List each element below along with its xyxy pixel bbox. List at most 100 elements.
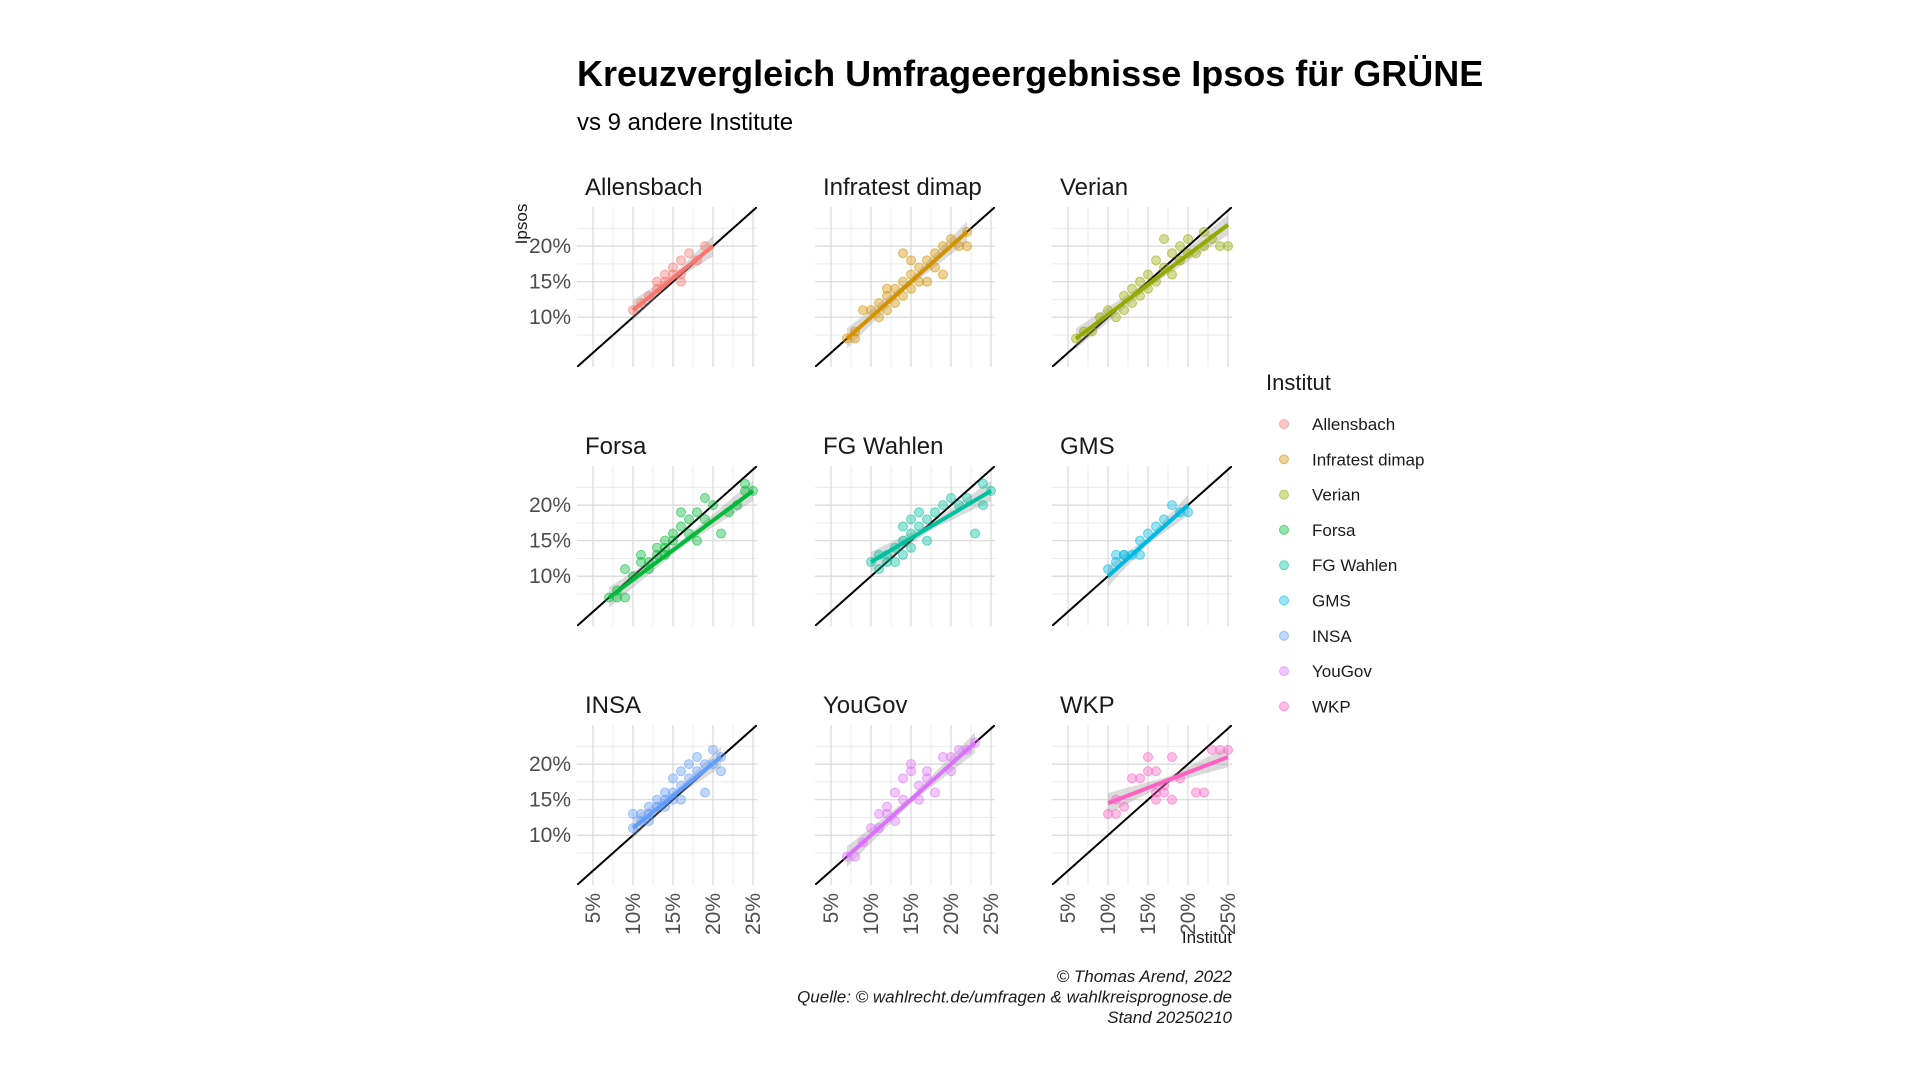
data-point [1119,801,1129,812]
panel-grid [815,725,995,885]
x-tick-label: 20% [702,893,725,935]
facet-fg-wahlen: FG Wahlen [815,433,996,626]
data-point [898,549,908,560]
data-point [1119,305,1129,316]
x-tick-label: 15% [662,893,685,935]
facet-insa: INSA 10% 15% 20% 5% 10% 15% 20% 25% [529,692,765,935]
data-point [620,592,630,603]
data-point [938,269,948,280]
data-point [922,766,932,777]
data-point [978,478,988,489]
facet-title: GMS [1060,433,1115,460]
data-point [668,262,678,273]
x-tick-label: 10% [1097,893,1120,935]
facet-title: WKP [1060,692,1115,719]
legend-key [1279,630,1289,641]
data-point [628,808,638,819]
legend-key [1279,701,1289,712]
regression-line [1074,223,1230,341]
facet-allensbach: Allensbach 10% 15% 20% [529,174,757,367]
data-point [922,535,932,546]
data-point [1167,500,1177,511]
data-point [660,787,670,798]
data-point [644,801,654,812]
data-point [716,528,726,539]
points [1071,226,1233,344]
panel-grid [1052,466,1232,626]
regression-line [869,489,993,564]
data-point [978,500,988,511]
y-tick-label: 10% [529,565,571,588]
data-point [652,794,662,805]
data-point [676,521,686,532]
data-point [1151,787,1161,798]
data-point [676,507,686,518]
data-point [700,787,710,798]
y-tick-label: 10% [529,824,571,847]
data-point [692,535,702,546]
data-point [874,808,884,819]
data-point [858,305,868,316]
data-point [898,248,908,259]
regression-line [631,244,715,312]
y-tick-label: 20% [529,753,571,776]
data-point [1143,752,1153,762]
data-point [1215,744,1225,755]
legend-label: Allensbach [1312,415,1395,434]
facet-title: Verian [1060,174,1128,201]
legend-item: Forsa [1279,521,1356,540]
x-tick-label: 5% [582,893,605,923]
panel-grid [815,466,995,626]
regression-line [631,755,723,830]
data-point [1199,787,1209,798]
data-point [890,787,900,798]
data-point [668,528,678,539]
data-point [1151,766,1161,777]
legend-key [1279,666,1289,677]
data-point [898,521,908,532]
reference-line [577,207,757,367]
panel-grid [577,725,757,885]
data-point [708,744,718,755]
data-point [1215,241,1225,252]
y-tick-label: 15% [529,530,571,553]
data-point [906,542,916,553]
legend-title: Institut [1266,370,1331,395]
data-point [668,535,678,546]
reference-line [577,466,757,626]
data-point [906,255,916,266]
data-point [716,766,726,777]
data-point [962,241,972,252]
facet-title: FG Wahlen [823,433,943,460]
data-point [1159,787,1169,798]
reference-line [577,725,757,885]
data-point [922,276,932,287]
data-point [652,542,662,553]
x-tick-label: 20% [1177,893,1200,935]
x-tick-label: 15% [1137,893,1160,935]
facet-title: INSA [585,692,641,719]
data-point [1167,269,1177,280]
legend-label: GMS [1312,592,1351,611]
x-tick-label: 25% [742,893,765,935]
data-point [636,549,646,560]
y-tick-label: 20% [529,494,571,517]
data-point [1135,276,1145,287]
x-tick-label: 10% [860,893,883,935]
data-point [1111,808,1121,819]
data-point [1111,312,1121,323]
points [842,226,972,344]
legend-item: GMS [1279,592,1351,611]
data-point [692,752,702,762]
regression-line [845,230,969,341]
data-point [1167,794,1177,805]
data-point [1143,766,1153,777]
data-point [684,759,694,770]
facet-title: Allensbach [585,174,702,201]
legend-label: YouGov [1312,662,1372,681]
legend-key [1279,595,1289,606]
data-point [708,500,718,511]
data-point [1199,226,1209,237]
data-point [620,564,630,575]
